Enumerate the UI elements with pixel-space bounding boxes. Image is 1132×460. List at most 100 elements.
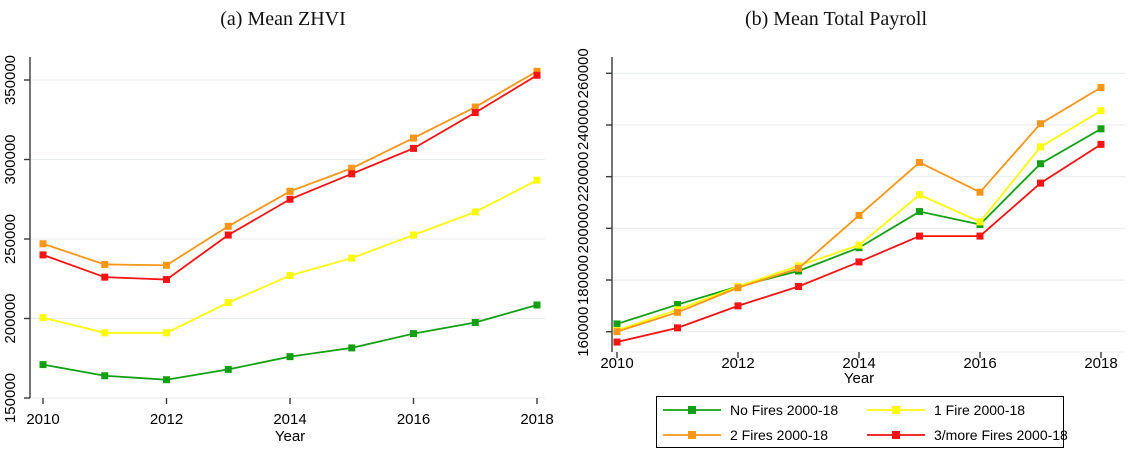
legend-label: 1 Fire 2000-18	[934, 401, 1026, 418]
data-point-marker	[348, 344, 356, 352]
payroll-axes	[606, 57, 1102, 358]
x-axis-title: Year	[844, 370, 874, 387]
x-tick-label: 2018	[520, 411, 553, 428]
x-tick-label: 2014	[273, 411, 306, 428]
data-point-marker	[410, 134, 417, 142]
zhvi-series-no-fires-2000-18	[39, 301, 541, 384]
data-point-marker	[348, 254, 356, 262]
legend-entry: No Fires 2000-18	[657, 402, 861, 418]
data-point-marker	[976, 232, 984, 240]
data-point-marker	[471, 103, 479, 111]
zhvi-chart: 150000 200000 250000 300000 350000 2010 2012 20…	[2, 55, 554, 445]
data-point-marker	[163, 329, 170, 337]
y-tick-label: 300000	[2, 134, 19, 184]
data-point-marker	[1037, 179, 1044, 187]
data-point-marker	[533, 71, 541, 79]
zhvi-series-1-fire-2000-18	[39, 176, 541, 337]
x-tick-label: 2010	[600, 355, 633, 372]
y-tick-label: 200000	[575, 203, 592, 253]
data-point-marker	[163, 276, 170, 284]
data-point-marker	[471, 208, 479, 216]
legend-key-icon	[663, 405, 721, 414]
zhvi-axes	[24, 57, 538, 404]
data-point-marker	[286, 195, 294, 203]
legend-entry: 1 Fire 2000-18	[861, 402, 1068, 418]
data-point-marker	[1097, 125, 1105, 133]
y-tick-label: 150000	[2, 373, 19, 423]
y-tick-label: 180000	[575, 255, 592, 305]
x-tick-label: 2010	[26, 411, 59, 428]
data-point-marker	[101, 260, 109, 268]
zhvi-tick-labels: 150000 200000 250000 300000 350000 2010 2012 20…	[2, 55, 554, 428]
data-point-marker	[286, 353, 294, 361]
legend-label: 3/more Fires 2000-18	[934, 426, 1068, 443]
data-point-marker	[410, 330, 417, 338]
y-tick-label: 260000	[575, 48, 592, 98]
data-point-marker	[471, 318, 479, 326]
data-point-marker	[163, 261, 170, 269]
legend-entry: 2 Fires 2000-18	[657, 427, 861, 443]
data-point-marker	[976, 218, 984, 226]
data-point-marker	[39, 314, 47, 322]
data-point-marker	[1037, 120, 1044, 128]
payroll-series-3-more-fires-2000-18	[613, 140, 1105, 346]
x-tick-label: 2014	[842, 355, 875, 372]
data-point-marker	[39, 240, 47, 248]
x-tick-label: 2016	[397, 411, 430, 428]
data-point-marker	[855, 241, 863, 249]
data-point-marker	[224, 365, 232, 373]
y-tick-label: 240000	[575, 100, 592, 150]
data-point-marker	[916, 191, 923, 199]
chart-a-title: (a) Mean ZHVI	[220, 8, 346, 30]
data-point-marker	[410, 231, 417, 239]
payroll-series-1-fire-2000-18	[613, 107, 1105, 334]
data-point-marker	[674, 301, 681, 309]
x-tick-label: 2016	[963, 355, 996, 372]
data-point-marker	[101, 372, 109, 380]
data-point-marker	[976, 188, 984, 196]
legend: No Fires 2000-18 1 Fire 2000-18 2 Fires 20…	[656, 396, 1068, 448]
y-tick-label: 250000	[2, 214, 19, 264]
data-point-marker	[795, 282, 802, 290]
data-point-marker	[1037, 143, 1044, 151]
data-point-marker	[533, 67, 541, 75]
data-point-marker	[163, 376, 170, 384]
chart-b-title: (b) Mean Total Payroll	[744, 8, 928, 30]
legend-label: No Fires 2000-18	[730, 401, 839, 418]
x-tick-label: 2012	[721, 355, 754, 372]
x-axis-title: Year	[275, 428, 305, 445]
zhvi-series-2-fires-2000-18	[39, 67, 541, 269]
data-point-marker	[533, 176, 541, 184]
data-point-marker	[613, 338, 621, 346]
data-point-marker	[613, 320, 621, 328]
data-point-marker	[855, 258, 863, 266]
payroll-series-2-fires-2000-18	[613, 84, 1105, 336]
data-point-marker	[1037, 160, 1044, 168]
legend-key-icon	[663, 430, 721, 439]
data-point-marker	[795, 264, 802, 272]
data-point-marker	[348, 164, 356, 172]
legend-key-icon	[867, 430, 925, 439]
data-point-marker	[1097, 84, 1105, 92]
data-point-marker	[674, 324, 681, 332]
legend-label: 2 Fires 2000-18	[730, 426, 829, 443]
data-point-marker	[613, 328, 621, 336]
x-tick-label: 2018	[1084, 355, 1117, 372]
data-point-marker	[1097, 107, 1105, 115]
data-point-marker	[286, 272, 294, 280]
data-point-marker	[916, 232, 923, 240]
data-point-marker	[224, 231, 232, 239]
zhvi-series-3-more-fires-2000-18	[39, 71, 541, 284]
legend-key-icon	[867, 405, 925, 414]
data-point-marker	[224, 299, 232, 307]
data-point-marker	[39, 361, 47, 369]
data-point-marker	[39, 251, 47, 259]
y-tick-label: 220000	[575, 152, 592, 202]
legend-entry: 3/more Fires 2000-18	[861, 427, 1068, 443]
y-tick-label: 160000	[575, 307, 592, 357]
data-point-marker	[471, 109, 479, 117]
zhvi-gridlines	[30, 79, 545, 399]
